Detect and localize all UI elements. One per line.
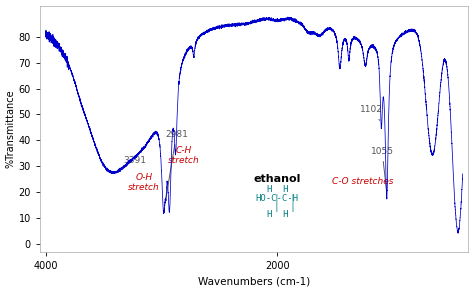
Text: 3391: 3391 bbox=[118, 156, 146, 171]
Text: |  |: | | bbox=[258, 194, 296, 203]
Text: 1055: 1055 bbox=[371, 147, 393, 190]
Y-axis label: %Transmittance: %Transmittance bbox=[6, 89, 16, 168]
Text: H  H: H H bbox=[266, 185, 288, 194]
X-axis label: Wavenumbers (cm-1): Wavenumbers (cm-1) bbox=[198, 277, 310, 286]
Text: C-O stretches: C-O stretches bbox=[332, 177, 394, 186]
Text: H  H: H H bbox=[266, 210, 288, 219]
Text: C-H
stretch: C-H stretch bbox=[167, 145, 199, 165]
Text: O-H
stretch: O-H stretch bbox=[128, 173, 160, 192]
Text: 2981: 2981 bbox=[164, 130, 188, 209]
Text: 1102: 1102 bbox=[360, 105, 383, 120]
Text: ethanol: ethanol bbox=[254, 174, 301, 184]
Text: |  |: | | bbox=[258, 203, 296, 212]
Text: HO-C-C-H: HO-C-C-H bbox=[256, 194, 299, 203]
